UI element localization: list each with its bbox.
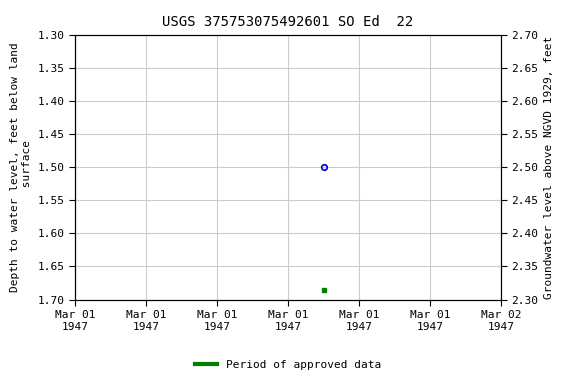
Title: USGS 375753075492601 SO Ed  22: USGS 375753075492601 SO Ed 22: [162, 15, 414, 29]
Y-axis label: Depth to water level, feet below land
 surface: Depth to water level, feet below land su…: [10, 42, 32, 292]
Legend: Period of approved data: Period of approved data: [191, 356, 385, 375]
Y-axis label: Groundwater level above NGVD 1929, feet: Groundwater level above NGVD 1929, feet: [544, 35, 554, 299]
